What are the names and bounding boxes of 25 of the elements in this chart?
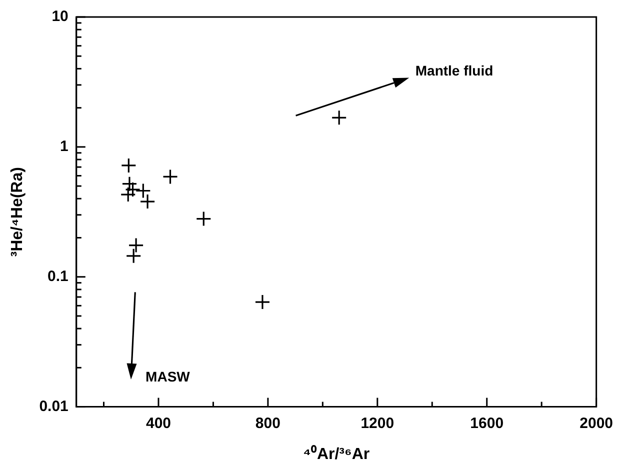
y-tick-label: 0.1 [48, 268, 68, 286]
point [124, 182, 141, 198]
x-tick-label: 1200 [360, 414, 394, 432]
point [122, 176, 138, 192]
x-tick-label: 1600 [470, 414, 504, 432]
point [196, 210, 212, 227]
x-tick-label: 800 [255, 414, 280, 432]
x-tick-label: 400 [146, 414, 172, 432]
y-tick-label: 0.01 [39, 398, 68, 415]
annotation: Mantle fluid [415, 62, 494, 78]
y-tick-label: 10 [52, 8, 68, 26]
point [331, 110, 347, 126]
point [120, 186, 136, 202]
annotation: MASW [146, 368, 191, 384]
point [162, 168, 178, 185]
point [126, 248, 142, 264]
x-axis-title: ⁴⁰Ar/³⁶Ar [303, 444, 370, 463]
y-axis-title: ³He/⁴He(Ra) [9, 167, 26, 257]
point [120, 158, 136, 174]
point [254, 294, 270, 310]
point [140, 194, 156, 210]
y-tick-label: 1 [60, 138, 68, 156]
point [135, 182, 151, 199]
x-tick-label: 2000 [580, 414, 614, 432]
point [128, 237, 144, 254]
